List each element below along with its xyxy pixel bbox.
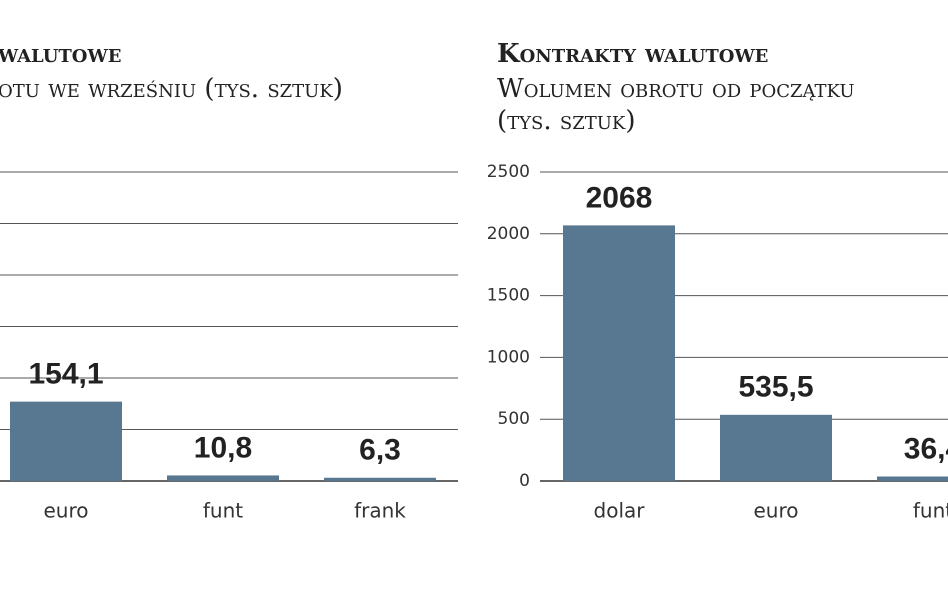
bar xyxy=(563,225,675,481)
bar xyxy=(877,476,948,481)
chart-title: walutowe xyxy=(0,39,121,69)
y-tick-label: 500 xyxy=(498,409,530,429)
y-tick-label: 1000 xyxy=(487,347,530,367)
value-label: 6,3 xyxy=(359,434,401,467)
value-label: 10,8 xyxy=(194,431,252,464)
y-tick-label: 0 xyxy=(519,471,530,491)
chart-subtitle: Wolumen obrotu od początku xyxy=(497,74,855,104)
chart-title: Kontrakty walutowe xyxy=(497,39,768,69)
x-tick-label: funt xyxy=(203,499,243,523)
chart-subtitle: otu we wrześniu (tys. sztuk) xyxy=(0,74,343,104)
y-tick-label: 2500 xyxy=(487,162,530,182)
bar xyxy=(167,475,279,481)
bar xyxy=(720,414,832,481)
y-tick-label: 2000 xyxy=(487,224,530,244)
bar xyxy=(324,477,436,481)
x-tick-label: funt xyxy=(913,499,948,523)
bar xyxy=(10,401,122,481)
value-label: 154,1 xyxy=(28,358,103,391)
chart-subtitle: (tys. sztuk) xyxy=(497,106,636,136)
x-tick-label: frank xyxy=(354,499,406,523)
x-tick-label: euro xyxy=(44,499,89,523)
x-tick-label: dolar xyxy=(594,499,646,523)
y-tick-label: 1500 xyxy=(487,286,530,306)
value-label: 535,5 xyxy=(738,371,813,404)
value-label: 2068 xyxy=(586,181,653,214)
x-tick-label: euro xyxy=(754,499,799,523)
value-label: 36,4 xyxy=(904,432,948,465)
